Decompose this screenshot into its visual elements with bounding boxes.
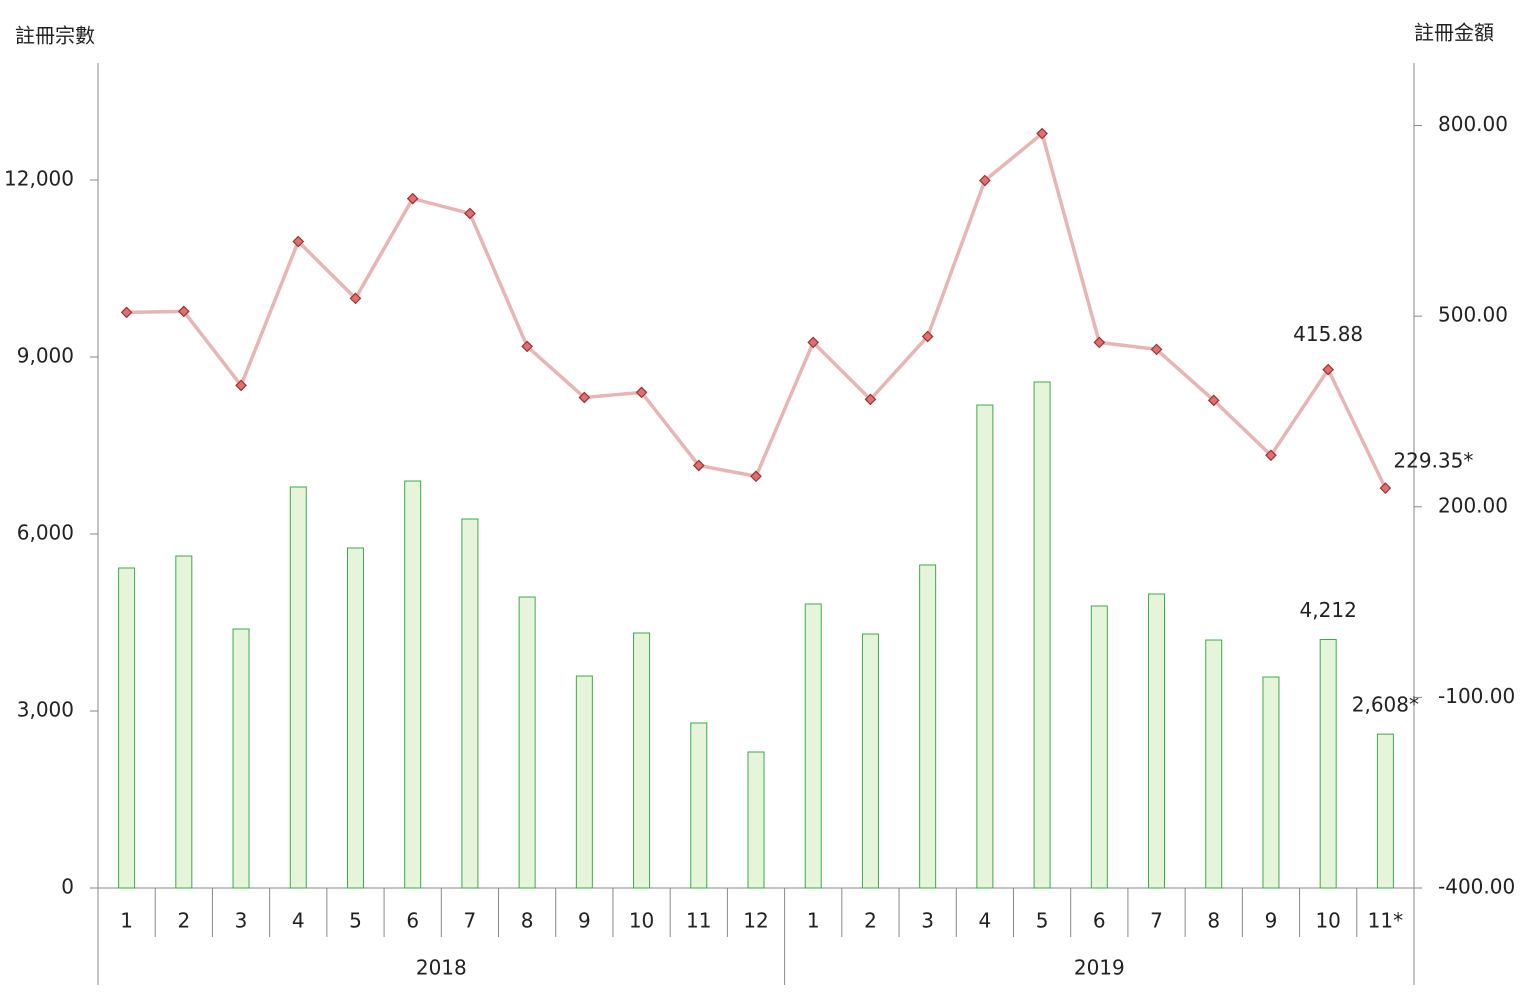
x-tick-label: 1	[120, 909, 133, 933]
bar	[1090, 605, 1108, 889]
x-tick-label: 10	[629, 909, 654, 933]
marker	[1036, 127, 1048, 140]
bar	[175, 555, 193, 889]
bar	[1148, 593, 1166, 889]
x-tick-label: 9	[1265, 909, 1278, 933]
bar	[1262, 676, 1280, 889]
marker	[177, 305, 190, 318]
y2-tick-label: -400.00	[1438, 875, 1515, 899]
group-label: 2019	[1074, 956, 1125, 980]
data-label: 415.88	[1293, 322, 1363, 346]
bar	[861, 633, 879, 889]
x-tick-label: 2	[177, 909, 190, 933]
bar	[232, 628, 250, 889]
marker	[1265, 449, 1277, 462]
x-tick-label: 3	[235, 909, 248, 933]
x-tick-label: 5	[349, 909, 362, 933]
y2-tick-label: 200.00	[1438, 493, 1508, 517]
x-tick-label: 1	[807, 909, 820, 933]
x-tick-label: 11	[686, 909, 711, 933]
bar	[747, 751, 765, 889]
x-tick-label: 9	[578, 909, 591, 933]
data-label: 4,212	[1300, 598, 1357, 622]
y-axis-title: 註冊宗數	[15, 24, 95, 48]
y2-tick-label: 500.00	[1438, 303, 1508, 327]
bar	[690, 722, 708, 889]
bar	[1205, 639, 1223, 889]
marker	[235, 379, 247, 392]
y2-tick-label: 800.00	[1438, 112, 1508, 136]
x-tick-label: 2	[864, 909, 877, 933]
marker	[692, 459, 705, 472]
bar	[1376, 733, 1394, 889]
marker	[979, 174, 991, 187]
line	[126, 130, 1387, 489]
y-tick-label: 6,000	[17, 521, 74, 545]
bar	[118, 567, 136, 889]
x-tick-label: 10	[1315, 909, 1340, 933]
y-tick-label: 3,000	[17, 698, 74, 722]
x-tick-label: 6	[1093, 909, 1106, 933]
marker	[1379, 482, 1392, 494]
marker	[521, 340, 533, 353]
marker	[1093, 336, 1106, 349]
bar	[1319, 638, 1337, 889]
marker	[807, 336, 820, 349]
x-tick-label: 4	[979, 909, 992, 933]
y-tick-label: 9,000	[17, 344, 74, 368]
marker	[635, 386, 648, 399]
x-tick-label: 8	[521, 909, 534, 933]
bar	[804, 603, 822, 889]
marker	[349, 292, 362, 305]
data-label: 229.35*	[1393, 449, 1473, 473]
marker	[578, 391, 591, 404]
x-tick-label: 5	[1036, 909, 1049, 933]
bar	[404, 480, 422, 889]
marker	[292, 235, 305, 248]
bar	[919, 564, 937, 889]
x-tick-label: 7	[1150, 909, 1163, 933]
marker	[750, 470, 762, 483]
x-tick-label: 12	[743, 909, 768, 933]
x-tick-label: 11*	[1368, 909, 1403, 933]
x-tick-label: 8	[1207, 909, 1220, 933]
bar	[518, 596, 536, 889]
x-tick-label: 6	[406, 909, 419, 933]
bar	[289, 486, 307, 889]
bar	[346, 547, 364, 889]
data-label: 2,608*	[1352, 693, 1419, 717]
marker	[1322, 363, 1335, 376]
x-tick-label: 4	[292, 909, 305, 933]
marker	[921, 330, 934, 343]
bar	[575, 675, 593, 889]
marker	[120, 306, 133, 319]
bar	[976, 404, 994, 889]
bar	[1033, 381, 1051, 889]
marker	[1207, 394, 1220, 407]
marker	[464, 207, 476, 220]
bar	[633, 632, 651, 889]
group-label: 2018	[416, 956, 467, 980]
marker	[406, 192, 419, 205]
x-tick-label: 7	[464, 909, 477, 933]
bar	[461, 518, 479, 889]
x-tick-label: 3	[921, 909, 934, 933]
y2-axis-title: 註冊金額	[1414, 21, 1494, 45]
y2-tick-label: -100.00	[1438, 684, 1515, 708]
marker	[864, 393, 877, 406]
y-tick-label: 12,000	[4, 167, 74, 191]
marker	[1150, 343, 1163, 356]
y-tick-label: 0	[61, 875, 74, 899]
